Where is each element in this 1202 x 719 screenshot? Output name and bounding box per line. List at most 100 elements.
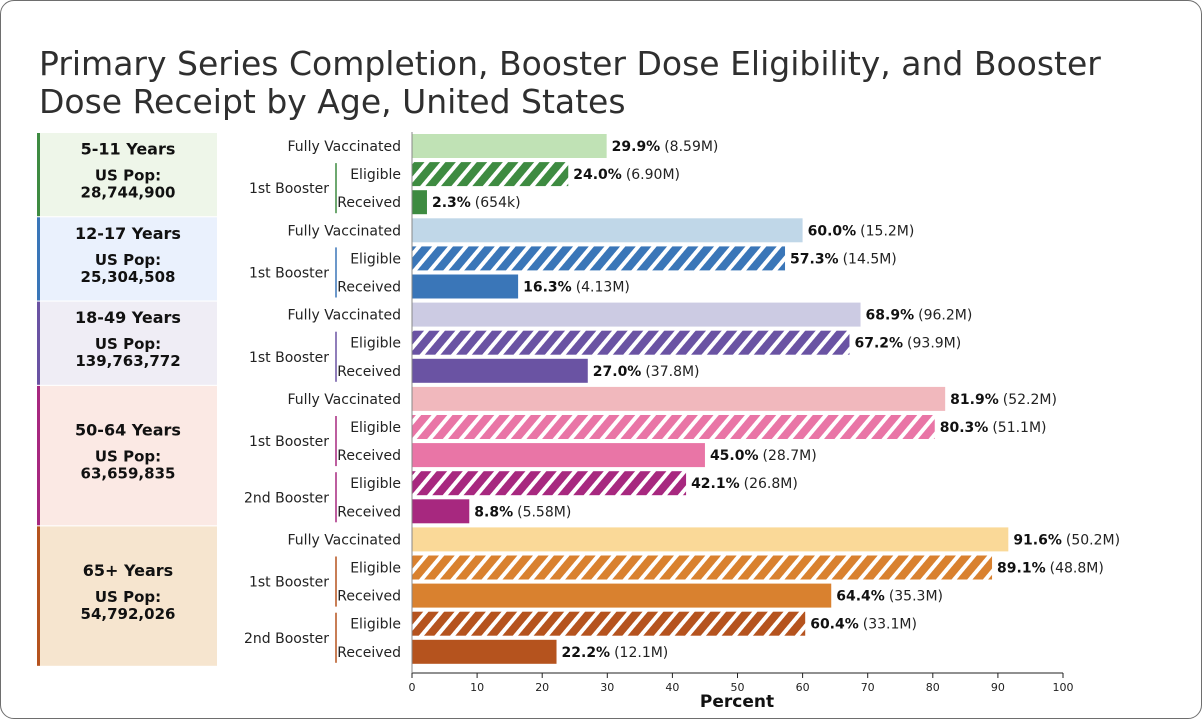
x-tick-label: 70 — [861, 681, 875, 694]
us-pop-value: 139,763,772 — [75, 352, 180, 370]
bar-value-label: 57.3% — [790, 251, 839, 267]
bar — [412, 443, 705, 468]
bar-count-label: (93.9M) — [907, 336, 961, 352]
bar-row-label: Eligible — [350, 167, 401, 183]
bar-value-label: 89.1% — [997, 561, 1046, 577]
booster-section-label: 1st Booster — [249, 181, 329, 197]
bar-value-label: 29.9% — [612, 139, 661, 155]
age-group-panel: 5-11 Years US Pop:28,744,900 — [37, 133, 217, 217]
bar-count-label: (48.8M) — [1050, 561, 1104, 577]
panel-background — [37, 385, 217, 526]
x-tick-label: 60 — [796, 681, 810, 694]
x-tick-label: 80 — [926, 681, 940, 694]
bar-value-label: 16.3% — [523, 280, 572, 296]
us-pop-value: 28,744,900 — [81, 184, 176, 202]
bar-value-label: 24.0% — [573, 167, 622, 183]
bar-row-label: Received — [337, 280, 401, 296]
panel-accent-bar — [37, 217, 40, 301]
bar — [412, 330, 850, 355]
panel-accent-bar — [37, 301, 40, 385]
bar-row-label: Received — [337, 589, 401, 605]
us-pop-label: US Pop: — [95, 251, 161, 269]
panel-background — [37, 133, 217, 217]
x-axis: Percent 0 10 20 30 40 50 60 70 80 90 100 — [409, 132, 1074, 712]
panel-accent-bar — [37, 526, 40, 666]
booster-section-label: 1st Booster — [249, 434, 329, 450]
bar-row-label: Fully Vaccinated — [288, 139, 401, 155]
panel-accent-bar — [37, 133, 40, 217]
booster-section-label: 1st Booster — [249, 350, 329, 366]
bar — [412, 218, 803, 243]
age-group-label: 18-49 Years — [75, 308, 181, 327]
bar — [412, 274, 519, 299]
bar-value-label: 80.3% — [940, 420, 989, 436]
bar — [412, 471, 687, 496]
bar-value-label: 45.0% — [710, 448, 759, 464]
bar-row-label: Received — [337, 195, 401, 211]
age-group-label: 65+ Years — [83, 561, 173, 580]
age-group-panel: 18-49 Years US Pop:139,763,772 — [37, 301, 217, 385]
x-tick-label: 90 — [991, 681, 1005, 694]
bar-row-label: Eligible — [350, 251, 401, 267]
bar — [412, 358, 588, 383]
bar — [412, 415, 935, 439]
booster-section-label: 1st Booster — [249, 265, 329, 281]
bar-count-label: (12.1M) — [614, 645, 668, 661]
age-group-label: 50-64 Years — [75, 421, 181, 440]
us-pop-label: US Pop: — [95, 588, 161, 606]
bar-count-label: (51.1M) — [992, 420, 1046, 436]
bar-value-label: 68.9% — [866, 308, 915, 324]
bar — [412, 134, 607, 158]
us-pop-value: 54,792,026 — [81, 605, 176, 623]
bar-count-label: (52.2M) — [1003, 392, 1057, 408]
bar-row-label: Eligible — [350, 336, 401, 352]
panel-accent-bar — [37, 385, 40, 526]
bar-count-label: (33.1M) — [863, 617, 917, 633]
x-tick-label: 100 — [1053, 681, 1074, 694]
bar — [412, 386, 946, 411]
bar-row-label: Eligible — [350, 561, 401, 577]
bar-value-label: 60.4% — [810, 617, 859, 633]
age-group-panel: 65+ Years US Pop:54,792,026 — [37, 526, 217, 666]
bar-row-label: Received — [337, 448, 401, 464]
bar — [412, 162, 569, 187]
bar-row-label: Eligible — [350, 476, 401, 492]
bar-count-label: (15.2M) — [860, 223, 914, 239]
age-group-label: 5-11 Years — [81, 140, 176, 159]
bar-count-label: (6.90M) — [626, 167, 680, 183]
age-group-panel: 12-17 Years US Pop:25,304,508 — [37, 217, 217, 301]
bar-value-label: 8.8% — [474, 504, 513, 520]
bar-count-label: (37.8M) — [645, 364, 699, 380]
x-tick-label: 10 — [470, 681, 484, 694]
bar-count-label: (35.3M) — [889, 589, 943, 605]
bar-count-label: (8.59M) — [664, 139, 718, 155]
us-pop-value: 25,304,508 — [81, 268, 176, 286]
bar — [412, 611, 806, 636]
bar-row-label: Fully Vaccinated — [288, 392, 401, 408]
panel-background — [37, 301, 217, 385]
us-pop-label: US Pop: — [95, 167, 161, 185]
us-pop-value: 63,659,835 — [81, 465, 176, 483]
x-tick-label: 30 — [600, 681, 614, 694]
bar-count-label: (654k) — [475, 195, 521, 211]
bar — [412, 555, 993, 580]
age-group-label: 12-17 Years — [75, 224, 181, 243]
bar-value-label: 67.2% — [854, 336, 903, 352]
bar — [412, 302, 861, 327]
booster-section-label: 1st Booster — [249, 575, 329, 591]
bar-row-label: Received — [337, 645, 401, 661]
chart-title: Primary Series Completion, Booster Dose … — [39, 44, 1101, 121]
bar — [412, 583, 832, 608]
x-axis-label: Percent — [700, 692, 774, 712]
bar-row-label: Eligible — [350, 420, 401, 436]
bar-row-label: Fully Vaccinated — [288, 532, 401, 548]
bar-value-label: 42.1% — [691, 476, 740, 492]
bar-value-label: 91.6% — [1013, 532, 1062, 548]
bar — [412, 499, 470, 524]
bar-value-label: 60.0% — [808, 223, 857, 239]
bar-count-label: (28.7M) — [763, 448, 817, 464]
bar-count-label: (50.2M) — [1066, 532, 1120, 548]
bar-count-label: (4.13M) — [576, 280, 630, 296]
